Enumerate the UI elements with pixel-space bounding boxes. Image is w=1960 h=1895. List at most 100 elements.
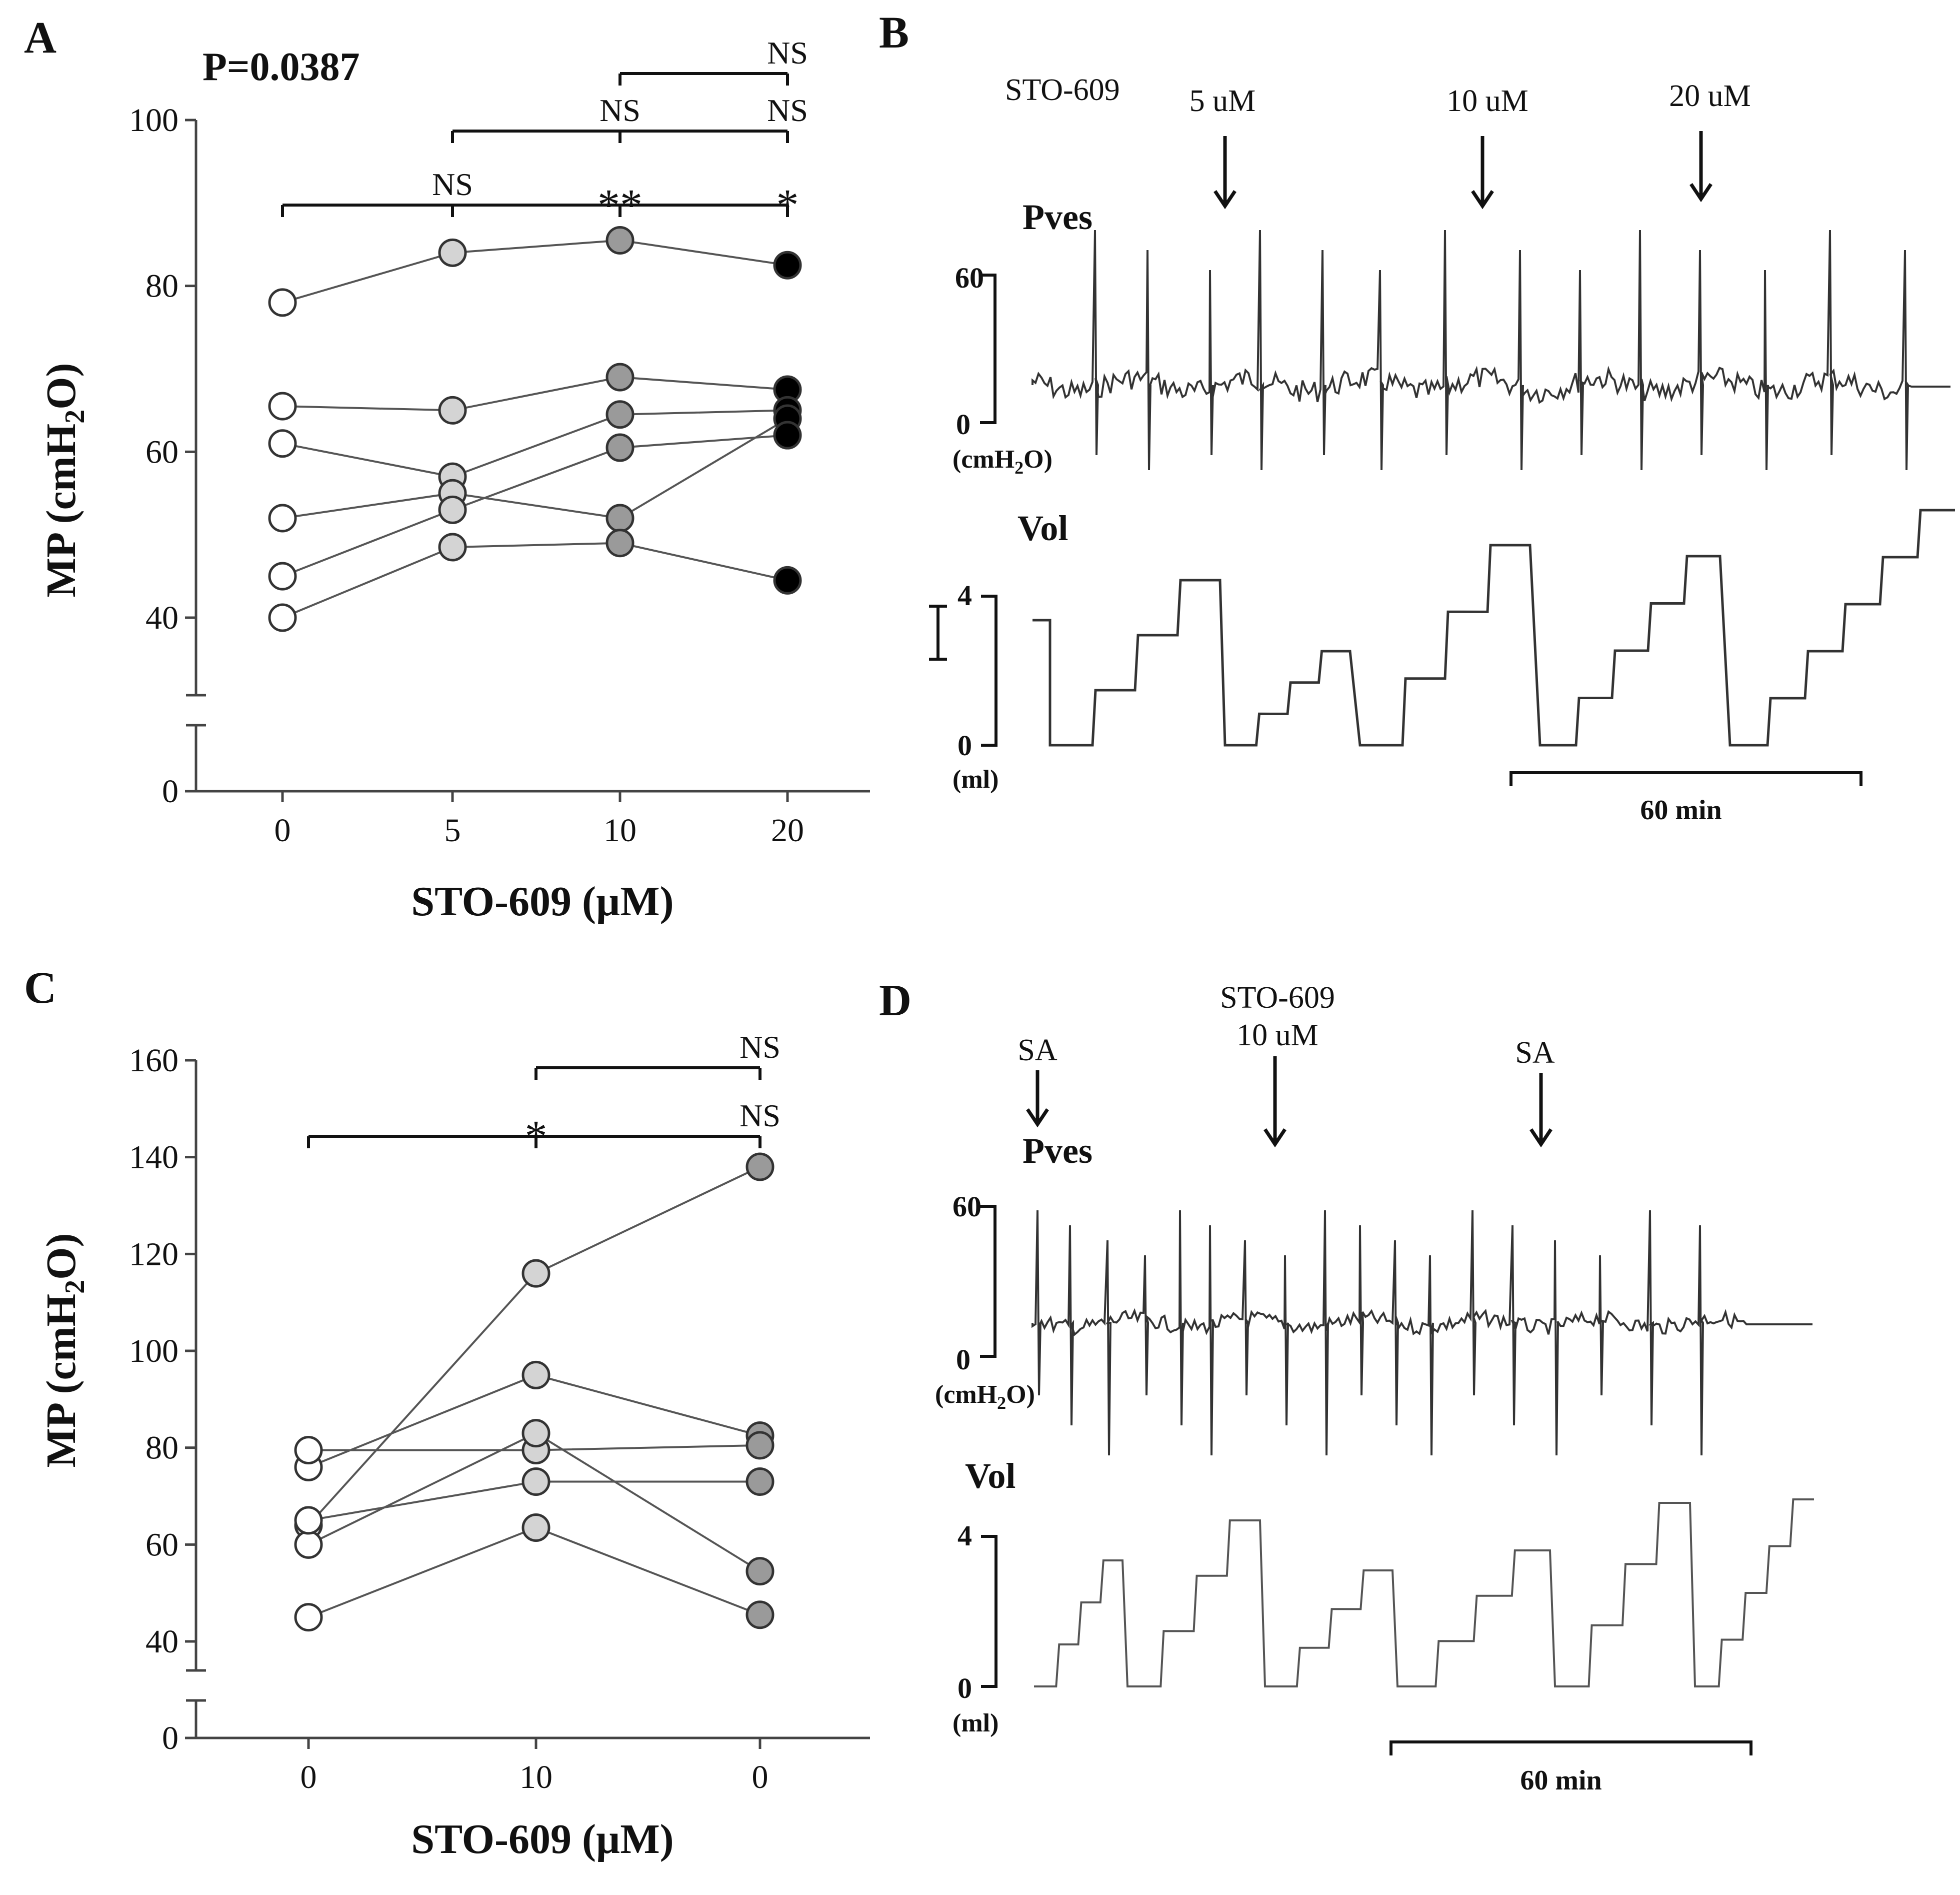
panel-c-series-lines	[308, 1166, 761, 1618]
panel-d-pves-trace	[1032, 1210, 1812, 1456]
panel-b-pves-tick-60: 60	[955, 262, 984, 294]
panel-d-vol-axis	[981, 1535, 998, 1688]
panel-d-vol-label: Vol	[965, 1456, 1016, 1496]
y-tick-label: 40	[146, 600, 178, 636]
significance-label: NS	[740, 1098, 780, 1133]
x-tick-label: 5	[444, 812, 461, 849]
panel-b-pves-label: Pves	[1022, 197, 1092, 237]
significance-label: NS	[767, 35, 808, 71]
data-point	[294, 1436, 323, 1465]
arrow-10um-head	[1471, 190, 1494, 210]
panel-a-y-axis-label: MP (cmH2O)	[38, 363, 90, 598]
panel-b-drug-label: STO-609	[1005, 73, 1120, 107]
series-line	[282, 409, 788, 478]
x-tick-label: 0	[274, 812, 291, 849]
y-tick-label: 0	[162, 773, 178, 810]
panel-b-vol-tick-0: 0	[958, 729, 972, 762]
y-tick-label: 80	[146, 1430, 178, 1466]
panel-a-x-axis-label: STO-609 (µM)	[411, 878, 674, 925]
y-tick-label: 60	[146, 434, 178, 470]
panel-d-arrows	[1026, 1056, 1552, 1148]
panel-b-vol-unit: (ml)	[952, 765, 998, 794]
data-point	[773, 566, 802, 595]
y-tick-label: 140	[129, 1139, 178, 1176]
panel-d-vol-tick-4: 4	[958, 1519, 972, 1552]
y-axis-label-subscript: 2	[60, 410, 90, 424]
panel-b-dose-label-2: 10 uM	[1446, 84, 1528, 118]
svg-text:MP (cmH2O): MP (cmH2O)	[38, 363, 90, 598]
panel-c-significance: * NS NS	[307, 1029, 780, 1161]
arrow-sa-2-head	[1530, 1128, 1552, 1148]
data-point	[746, 1431, 774, 1460]
panel-d-arrow-label-dose: 10 uM	[1236, 1018, 1318, 1052]
y-tick-label: 100	[129, 1333, 178, 1369]
panel-b-vol-trace	[1032, 509, 1955, 747]
panel-b-pves-tick-0: 0	[956, 408, 970, 441]
data-point	[746, 1152, 774, 1181]
arrow-20um-head	[1690, 183, 1712, 203]
series-line	[282, 376, 788, 412]
panel-c-y-axis-label: MP (cmH2O)	[38, 1233, 90, 1468]
y-axis-label-main: MP (cmH	[38, 1294, 84, 1468]
significance-label: NS	[600, 93, 640, 128]
data-point	[522, 1467, 550, 1496]
data-point	[522, 1513, 550, 1542]
y-tick-label: 80	[146, 268, 178, 305]
y-axis-label-end: O)	[38, 1233, 84, 1280]
x-tick-label: 0	[300, 1759, 317, 1795]
data-point	[294, 1603, 323, 1632]
significance-label: *	[525, 1112, 548, 1161]
svg-text:MP (cmH2O): MP (cmH2O)	[38, 1233, 90, 1468]
significance-label: *	[776, 181, 799, 230]
data-point	[773, 251, 802, 280]
series-line	[282, 434, 788, 577]
panel-b-arrows	[1214, 131, 1712, 210]
data-point	[268, 429, 297, 458]
panel-d-pves-unit: (cmH2O)	[935, 1380, 1035, 1413]
panel-d-scalebar	[1390, 1740, 1752, 1755]
data-point	[268, 603, 297, 632]
panel-c: C MP (cmH2O) STO-609 (µM) 160 140 120 100 80…	[24, 963, 870, 1862]
series-line	[282, 542, 788, 619]
significance-label: **	[598, 181, 642, 230]
panel-a: A P=0.0387 MP (cmH2O) STO-609 (µM) 10080…	[24, 13, 870, 925]
data-point	[294, 1530, 323, 1559]
data-point	[606, 400, 634, 429]
y-tick-label: 0	[162, 1720, 178, 1756]
series-line	[282, 418, 788, 520]
y-axis-label-main: MP (cmH	[38, 424, 84, 598]
y-tick-label: 120	[129, 1236, 178, 1272]
panel-b-vol-axis	[981, 595, 998, 747]
data-point	[746, 1600, 774, 1629]
panel-d-vol-unit: (ml)	[952, 1709, 998, 1737]
x-tick-label: 20	[771, 812, 804, 849]
panel-b-pves-axis	[980, 274, 996, 424]
data-point	[268, 504, 297, 533]
panel-d-pves-axis	[980, 1205, 996, 1358]
panel-a-series-lines	[282, 239, 788, 619]
significance-label: NS	[740, 1029, 780, 1065]
y-tick-label: 160	[129, 1042, 178, 1079]
arrow-5um-head	[1214, 190, 1236, 210]
panel-c-letter: C	[24, 963, 56, 1013]
significance-label: NS	[767, 93, 808, 128]
panel-b-scalebar	[1510, 771, 1862, 786]
panel-b-vol-label: Vol	[1018, 508, 1068, 548]
y-tick-label: 40	[146, 1623, 178, 1660]
panel-d-vol-trace	[1034, 1498, 1814, 1687]
panel-b-letter: B	[879, 8, 909, 58]
panel-c-x-axis-label: STO-609 (µM)	[411, 1816, 674, 1862]
data-point	[522, 1360, 550, 1389]
panel-d-arrow-label-sto: STO-609	[1220, 981, 1335, 1015]
y-axis-label-end: O)	[38, 363, 84, 410]
panel-d-arrow-label-sa-2: SA	[1515, 1036, 1554, 1070]
panel-c-points	[294, 1152, 774, 1632]
panel-d-pves-tick-0: 0	[956, 1343, 970, 1376]
data-point	[606, 226, 634, 255]
panel-b-scalebar-label: 60 min	[1640, 795, 1722, 826]
panel-d: D SA STO-609 10 uM SA Pves 60 0 (cmH2O) …	[879, 976, 1814, 1796]
panel-a-letter: A	[24, 13, 56, 63]
panel-d-pves-tick-60: 60	[952, 1190, 982, 1223]
